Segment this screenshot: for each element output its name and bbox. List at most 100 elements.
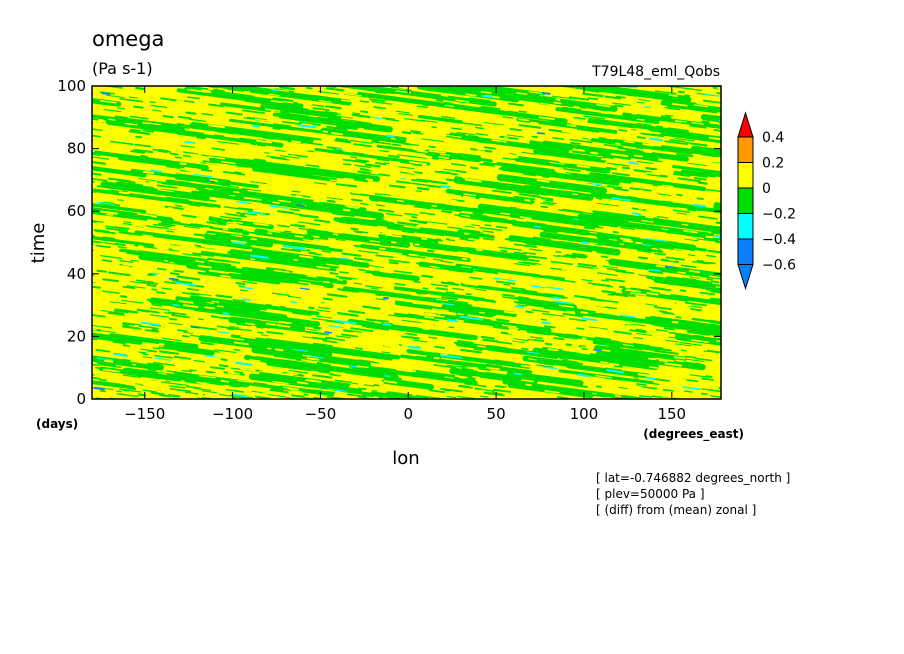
green-dash bbox=[629, 329, 647, 334]
yellow-dash bbox=[581, 337, 587, 340]
green-dash bbox=[219, 308, 231, 311]
green-dash bbox=[299, 324, 322, 329]
green-dash bbox=[362, 394, 384, 399]
green-dash bbox=[667, 127, 689, 132]
yellow-dash bbox=[390, 137, 397, 140]
cyan-streak bbox=[184, 140, 196, 144]
yellow-dash bbox=[427, 337, 433, 340]
green-dash bbox=[412, 339, 428, 343]
green-dash bbox=[513, 184, 521, 187]
x-tick-label: 50 bbox=[487, 405, 506, 423]
green-dash bbox=[527, 338, 545, 342]
green-dash bbox=[525, 144, 534, 147]
yellow-dash bbox=[439, 198, 457, 202]
green-dash bbox=[660, 258, 680, 263]
yellow-dash bbox=[563, 232, 569, 235]
green-dash bbox=[402, 373, 420, 378]
yellow-dash bbox=[704, 340, 710, 343]
green-dash bbox=[175, 305, 183, 308]
green-dash bbox=[370, 198, 379, 202]
yellow-dash bbox=[236, 123, 253, 128]
green-dash bbox=[664, 114, 674, 117]
green-dash bbox=[350, 156, 358, 159]
yellow-dash bbox=[224, 200, 239, 204]
green-dash bbox=[108, 271, 131, 277]
green-dash bbox=[374, 90, 387, 94]
green-dash bbox=[210, 371, 216, 374]
yellow-dash bbox=[673, 248, 690, 252]
yellow-dash bbox=[328, 241, 344, 245]
green-dash bbox=[208, 308, 222, 313]
green-dash bbox=[638, 274, 658, 278]
green-dash bbox=[572, 384, 588, 388]
green-band bbox=[660, 145, 721, 158]
green-dash bbox=[135, 86, 146, 91]
yellow-dash bbox=[410, 391, 420, 394]
green-dash bbox=[144, 281, 158, 285]
green-dash bbox=[395, 180, 412, 185]
green-dash bbox=[365, 351, 373, 354]
green-dash bbox=[613, 187, 629, 192]
yellow-dash bbox=[364, 106, 371, 108]
yellow-dash bbox=[299, 255, 314, 259]
green-dash bbox=[479, 106, 498, 111]
green-dash bbox=[441, 296, 459, 301]
green-dash bbox=[677, 177, 702, 183]
green-dash bbox=[210, 252, 218, 255]
green-dash bbox=[210, 366, 226, 370]
yellow-dash bbox=[658, 359, 668, 363]
yellow-dash bbox=[176, 326, 191, 330]
green-dash bbox=[349, 139, 373, 144]
green-dash bbox=[710, 230, 721, 234]
cyan-streak bbox=[619, 314, 637, 318]
green-dash bbox=[165, 196, 190, 202]
green-dash bbox=[273, 126, 295, 131]
green-dash bbox=[127, 119, 140, 123]
yellow-dash bbox=[108, 118, 116, 121]
green-dash bbox=[146, 298, 153, 301]
yellow-dash bbox=[104, 359, 114, 363]
yellow-dash bbox=[663, 251, 676, 255]
green-dash bbox=[395, 110, 411, 114]
green-dash bbox=[557, 396, 569, 399]
green-dash bbox=[456, 131, 476, 136]
green-dash bbox=[142, 185, 155, 189]
green-dash bbox=[411, 216, 418, 219]
yellow-dash bbox=[662, 184, 674, 188]
yellow-dash bbox=[477, 300, 495, 305]
green-dash bbox=[96, 185, 113, 189]
yellow-dash bbox=[429, 265, 441, 269]
yellow-dash bbox=[111, 320, 122, 324]
green-dash bbox=[322, 297, 333, 301]
yellow-dash bbox=[277, 199, 291, 203]
green-dash bbox=[651, 95, 673, 100]
yellow-dash bbox=[691, 275, 702, 279]
green-dash bbox=[536, 364, 554, 368]
green-dash bbox=[236, 323, 252, 327]
green-dash bbox=[329, 272, 339, 275]
yellow-dash bbox=[252, 222, 269, 227]
yellow-dash bbox=[337, 304, 347, 307]
green-dash bbox=[668, 356, 687, 361]
green-dash bbox=[232, 298, 246, 302]
green-dash bbox=[92, 134, 102, 138]
green-dash bbox=[167, 393, 181, 398]
green-dash bbox=[683, 244, 693, 247]
green-dash bbox=[156, 184, 178, 189]
yellow-dash bbox=[92, 304, 108, 308]
yellow-dash bbox=[396, 330, 408, 334]
green-dash bbox=[630, 287, 651, 292]
cyan-streak bbox=[606, 369, 624, 374]
green-dash bbox=[119, 98, 144, 103]
yellow-dash bbox=[673, 386, 682, 389]
plot-frame bbox=[91, 85, 722, 400]
green-dash bbox=[312, 385, 330, 389]
green-dash bbox=[224, 158, 246, 163]
yellow-dash bbox=[274, 238, 293, 243]
green-dash bbox=[534, 152, 548, 156]
green-dash bbox=[531, 309, 550, 313]
green-dash bbox=[507, 110, 518, 113]
cyan-streak bbox=[113, 353, 129, 357]
yellow-dash bbox=[609, 238, 617, 241]
yellow-dash bbox=[619, 101, 632, 105]
